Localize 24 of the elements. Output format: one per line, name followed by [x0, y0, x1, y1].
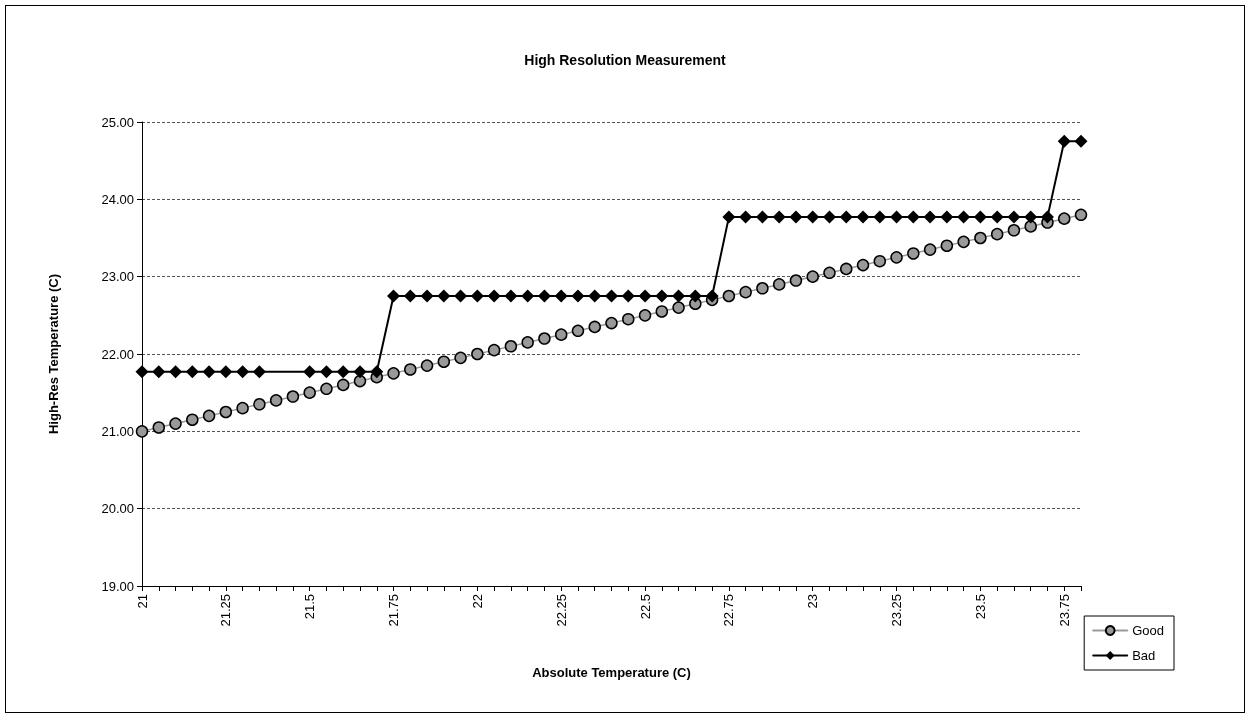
x-tick-label: 23 — [805, 594, 821, 609]
y-tick-label: 23.00 — [101, 269, 134, 285]
y-tick-label: 21.00 — [101, 423, 134, 439]
y-tick-label: 20.00 — [101, 501, 134, 517]
y-tick-label: 24.00 — [101, 191, 134, 207]
legend-label: Good — [1132, 623, 1165, 638]
x-axis-title: Absolute Temperature (C) — [532, 665, 691, 680]
x-tick-label: 21.5 — [302, 594, 318, 620]
y-axis-title: High-Res Temperature (C) — [46, 273, 61, 435]
y-tick-label: 19.00 — [101, 578, 134, 594]
x-tick-label: 21.75 — [386, 594, 402, 627]
chart-title: High Resolution Measurement — [524, 52, 727, 68]
y-tick-label: 22.00 — [101, 346, 134, 362]
x-tick-label: 23.75 — [1056, 594, 1072, 627]
y-tick-label: 25.00 — [101, 114, 134, 130]
x-tick-label: 22.25 — [553, 594, 569, 627]
x-tick-label: 21 — [134, 594, 150, 609]
x-tick-label: 22 — [469, 594, 485, 609]
x-tick-label: 22.5 — [637, 594, 653, 620]
x-tick-label: 23.5 — [972, 594, 988, 620]
x-tick-label: 23.25 — [889, 594, 905, 627]
x-tick-label: 22.75 — [721, 594, 737, 627]
legend-label: Bad — [1132, 648, 1156, 663]
x-tick-label: 21.25 — [218, 594, 234, 627]
